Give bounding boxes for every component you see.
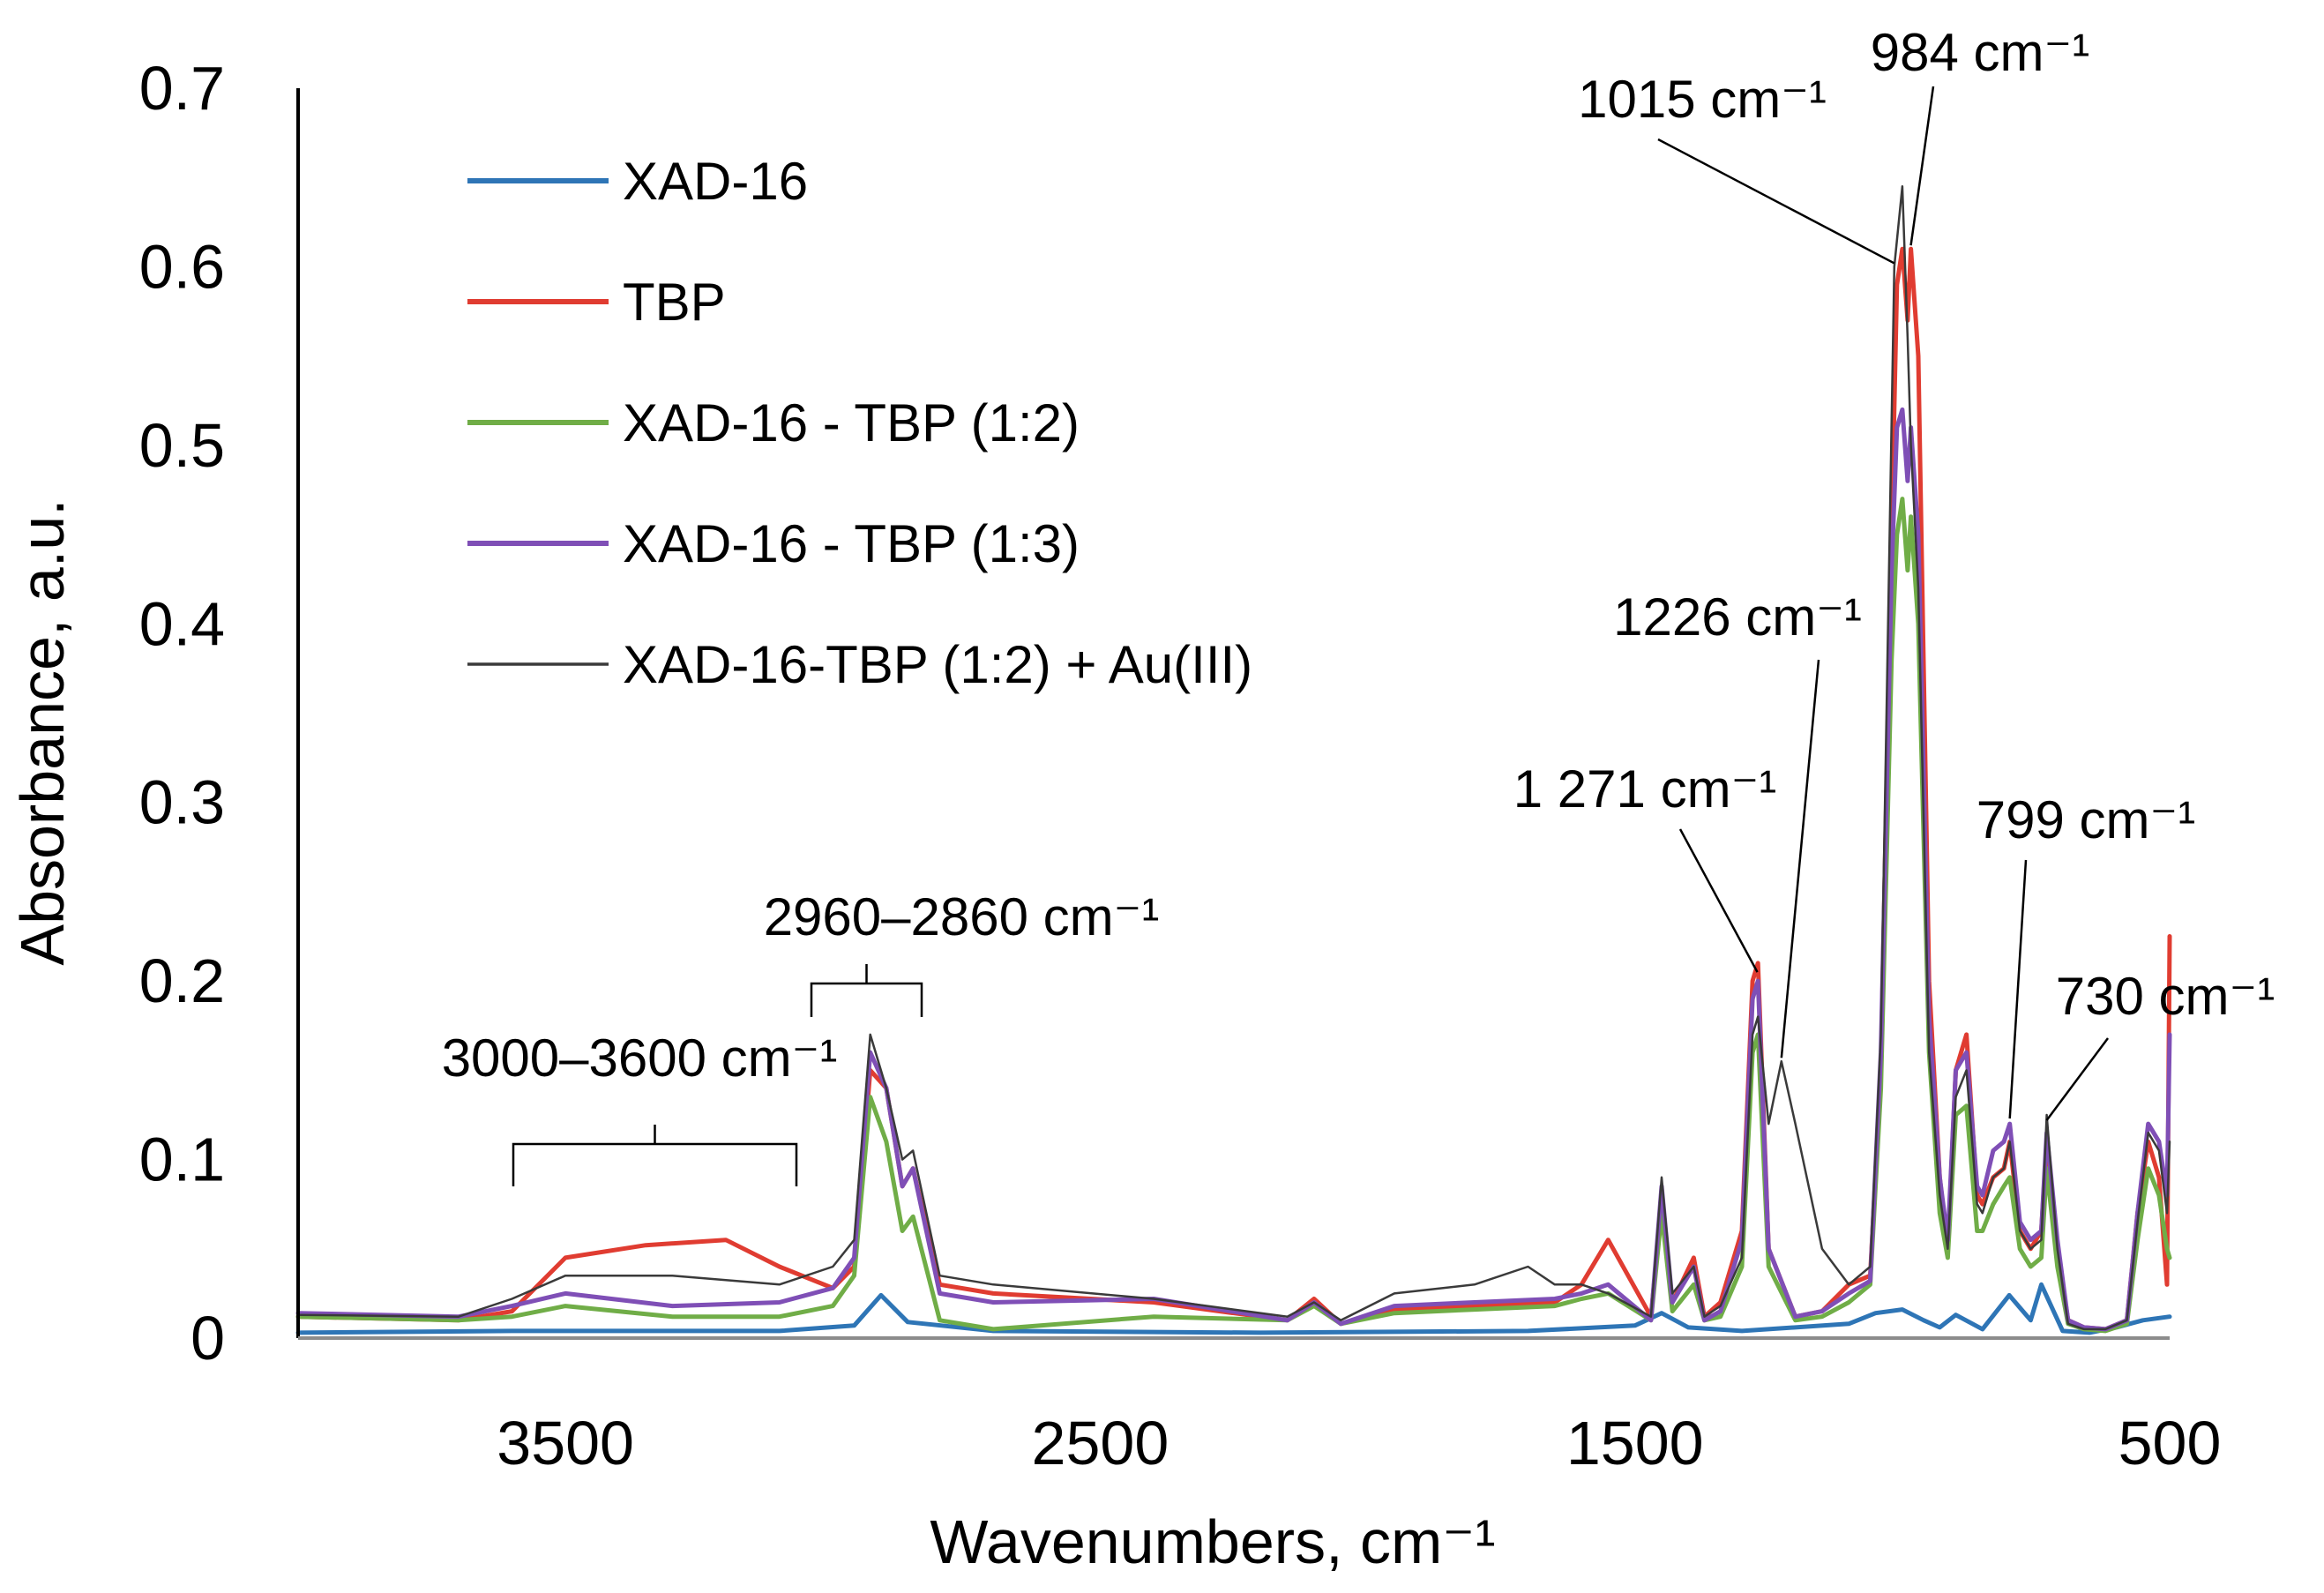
legend-label: XAD-16-TBP (1:2) + Au(III) xyxy=(623,635,1252,694)
series-line-3 xyxy=(295,497,2172,1334)
annotation-label: 3000–3600 cm⁻¹ xyxy=(442,1028,838,1088)
y-tick-label: 0.7 xyxy=(139,54,225,123)
y-axis-title: Absorbance, a.u. xyxy=(8,498,77,965)
annotation-label: 799 cm⁻¹ xyxy=(1977,790,2195,849)
bracket-3000-3600 xyxy=(512,1125,798,1186)
legend-label: XAD-16 - TBP (1:2) xyxy=(623,393,1080,452)
legend-label: TBP xyxy=(623,273,726,332)
y-tick-label: 0.5 xyxy=(139,411,225,480)
y-tick-label: 0.1 xyxy=(139,1126,225,1194)
x-tick-label: 500 xyxy=(2119,1409,2222,1477)
y-tick-label: 0.4 xyxy=(139,589,225,658)
x-tick-label: 3500 xyxy=(497,1409,634,1477)
y-tick-label: 0 xyxy=(191,1304,225,1372)
annotation-label: 730 cm⁻¹ xyxy=(2056,967,2275,1026)
x-axis-title: Wavenumbers, cm⁻¹ xyxy=(930,1507,1495,1576)
bracket-2960-2860 xyxy=(810,964,923,1017)
y-tick-label: 0.2 xyxy=(139,946,225,1015)
series-layer xyxy=(295,185,2172,1335)
annotation-label: 984 cm⁻¹ xyxy=(1871,23,2089,82)
annotation-leader xyxy=(2008,859,2028,1119)
annotation-label: 1 271 cm⁻¹ xyxy=(1513,759,1776,819)
legend: XAD-16 TBP XAD-16 - TBP (1:2) XAD-16 - TBP … xyxy=(467,152,1252,694)
axes-layer: 0 0.1 0.2 0.3 0.4 0.5 0.6 0.7 3500 2500 1500 500 xyxy=(139,54,2222,1477)
annotations: 1015 cm⁻¹ 984 cm⁻¹ 1226 cm⁻¹ 1 271 cm⁻¹ 799 … xyxy=(442,23,2275,1186)
annotation-leader xyxy=(1657,138,1895,265)
y-tick-label: 0.6 xyxy=(139,232,225,301)
annotation-leader xyxy=(1909,86,1935,246)
y-tick-label: 0.3 xyxy=(139,768,225,837)
annotation-leader xyxy=(2045,1037,2110,1121)
x-tick-label: 2500 xyxy=(1032,1409,1169,1477)
series-line-4 xyxy=(295,407,2172,1332)
annotation-leader xyxy=(1678,828,1759,973)
series-line-1 xyxy=(295,1282,2172,1335)
annotation-leader xyxy=(1780,659,1820,1058)
annotation-label: 1015 cm⁻¹ xyxy=(1578,70,1827,129)
legend-label: XAD-16 - TBP (1:3) xyxy=(623,514,1080,573)
series-line-5 xyxy=(296,185,2171,1331)
annotation-label: 2960–2860 cm⁻¹ xyxy=(764,887,1160,946)
x-tick-label: 1500 xyxy=(1566,1409,1704,1477)
annotation-label: 1226 cm⁻¹ xyxy=(1613,587,1862,647)
legend-label: XAD-16 xyxy=(623,152,808,211)
